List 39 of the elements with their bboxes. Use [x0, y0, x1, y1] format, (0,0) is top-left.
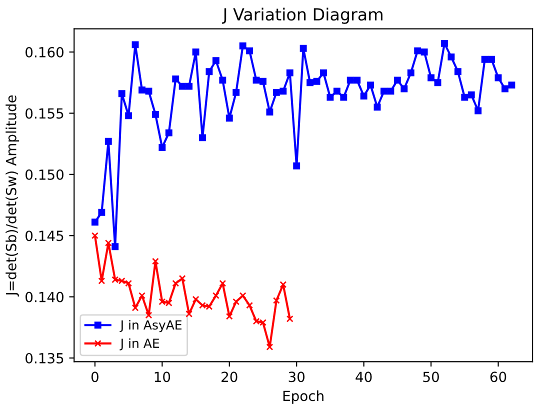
point — [272, 297, 280, 304]
point — [145, 312, 152, 319]
point — [219, 280, 226, 287]
point — [98, 277, 106, 284]
y-tick-label: 0.160 — [26, 46, 64, 58]
point — [178, 274, 186, 282]
x-tick-label: 50 — [423, 372, 439, 382]
point — [246, 302, 254, 309]
legend-label: J in AsyAE — [120, 320, 182, 332]
y-tick-label: 0.135 — [26, 352, 64, 364]
point — [212, 292, 220, 300]
x-tick-label: 30 — [288, 372, 305, 382]
x-tick-label: 0 — [91, 372, 98, 382]
point — [192, 296, 200, 303]
x-tick-label: 60 — [490, 372, 506, 382]
point — [232, 298, 240, 306]
y-axis-title: J=det(Sb)/det(Sw) Amplitude — [6, 95, 20, 296]
point — [286, 315, 294, 322]
point — [226, 312, 233, 320]
point — [186, 310, 193, 318]
point — [239, 292, 246, 300]
y-tick-label: 0.145 — [26, 230, 64, 242]
point — [138, 292, 146, 300]
x-tick-label: 40 — [356, 372, 372, 382]
y-tick-label: 0.140 — [26, 292, 64, 302]
point — [172, 280, 180, 287]
x-axis-title: Epoch — [283, 390, 324, 404]
chart-title: J Variation Diagram — [222, 8, 382, 24]
point — [280, 281, 287, 288]
y-tick-label: 0.155 — [26, 108, 64, 119]
x-tick-label: 20 — [222, 372, 238, 382]
x-tick-label: 10 — [154, 372, 170, 382]
point — [104, 239, 112, 246]
y-tick-label: 0.150 — [26, 169, 64, 180]
point — [91, 232, 98, 240]
legend-label: J in AE — [120, 338, 160, 350]
point — [266, 344, 274, 350]
point — [152, 258, 159, 265]
point — [132, 304, 139, 312]
